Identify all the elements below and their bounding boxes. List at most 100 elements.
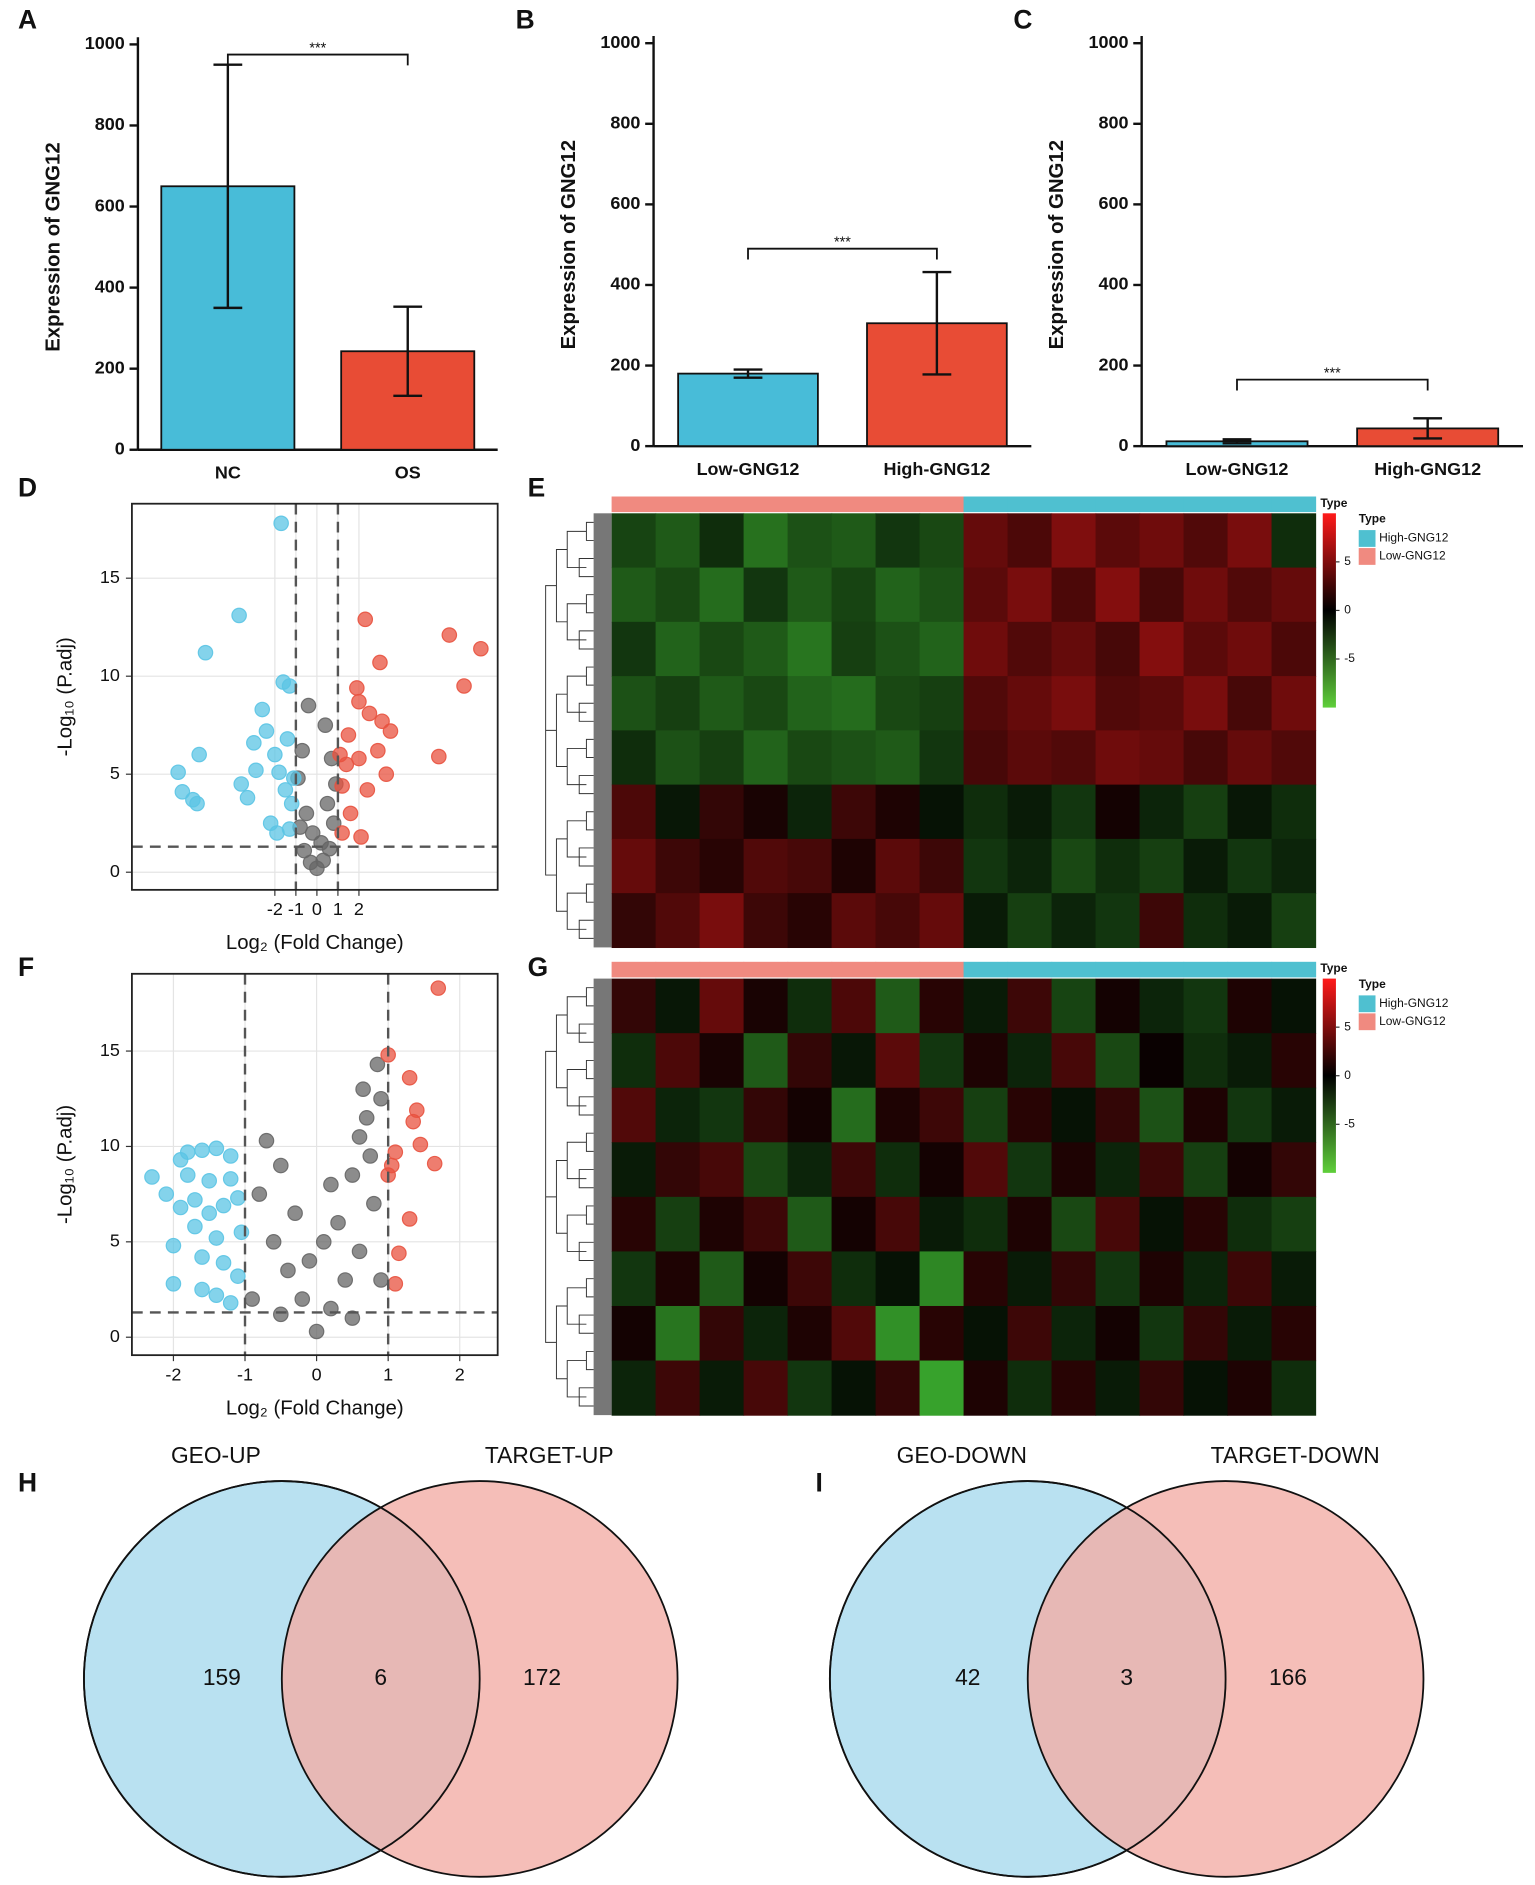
point	[405, 1113, 422, 1130]
heatmap-cell	[875, 513, 921, 569]
annotation-cell	[875, 496, 921, 513]
heatmap-cell	[831, 567, 877, 623]
heatmap-cell	[1227, 1142, 1273, 1198]
heatmap-cell	[1139, 838, 1185, 894]
y-tick-label: 0	[110, 861, 120, 881]
heatmap-cell	[611, 1142, 657, 1198]
annotation-cell	[1051, 961, 1097, 978]
y-tick-label: 5	[110, 763, 120, 783]
point	[230, 1268, 246, 1284]
heatmap-cell	[1007, 1033, 1053, 1089]
heatmap-cell	[699, 1305, 745, 1362]
point	[251, 1186, 268, 1202]
heatmap-cell	[787, 978, 833, 1034]
heatmap-cell	[1007, 893, 1053, 949]
heatmap-cell	[919, 1087, 965, 1143]
heatmap-cell	[1051, 838, 1097, 894]
plot-frame	[131, 502, 499, 891]
point	[401, 1211, 418, 1227]
heatmap-cell	[655, 676, 701, 731]
heatmap-cell	[1271, 730, 1317, 786]
point	[351, 1129, 368, 1145]
heatmap-cell	[1095, 1251, 1141, 1307]
point	[315, 1234, 332, 1250]
heatmap-cell	[831, 1033, 877, 1089]
point	[189, 795, 205, 812]
heatmap-cell	[963, 621, 1009, 677]
heatmap-cell	[1007, 676, 1053, 731]
heatmap-cell	[743, 676, 789, 731]
heatmap-cell	[1183, 838, 1229, 894]
heatmap-cell	[875, 978, 921, 1034]
heatmap-cell	[1139, 567, 1185, 623]
heatmap-cell	[1051, 893, 1097, 949]
heatmap-cell	[1183, 1196, 1229, 1253]
annotation-cell	[611, 961, 657, 978]
panel-letter: A	[18, 5, 37, 35]
heatmap-cell	[1007, 1251, 1053, 1307]
heatmap-cell	[1007, 567, 1053, 623]
heatmap-cell	[919, 1142, 965, 1198]
heatmap-cell	[1007, 1196, 1053, 1253]
heatmap-cell	[1227, 1251, 1273, 1307]
heatmap-cell	[1095, 1360, 1141, 1416]
heatmap-cell	[1007, 513, 1053, 569]
point	[165, 1237, 182, 1254]
heatmap-cell	[787, 513, 833, 569]
point	[342, 805, 359, 822]
heatmap-cell	[963, 1251, 1009, 1307]
heatmap-cell	[1095, 730, 1141, 786]
point	[387, 1144, 404, 1160]
point	[285, 770, 302, 786]
heatmap-cell	[831, 1142, 877, 1198]
point	[215, 1197, 232, 1214]
point	[279, 731, 296, 747]
heatmap-cell	[1227, 676, 1273, 731]
heatmap-cell	[1139, 513, 1185, 569]
heatmap-cell	[699, 1360, 745, 1416]
heatmap-cell	[611, 730, 657, 786]
heatmap-cell	[919, 567, 965, 623]
y-tick-label: 10	[100, 665, 120, 685]
heatmap-cell	[1051, 1142, 1097, 1198]
point	[330, 1214, 346, 1231]
heatmap-cell	[963, 676, 1009, 731]
point	[332, 746, 348, 763]
annotation-cell	[919, 961, 965, 978]
point	[373, 1272, 389, 1288]
annotation-cell	[1271, 496, 1317, 513]
point	[222, 1295, 239, 1311]
y-tick-label: 400	[1098, 274, 1128, 294]
dendrogram	[545, 987, 594, 1407]
heatmap-cell	[875, 1360, 921, 1416]
heatmap-cell	[743, 730, 789, 786]
y-tick-label: 400	[95, 276, 125, 296]
heatmap-cell	[1271, 1087, 1317, 1143]
heatmap-cell	[1183, 1360, 1229, 1416]
heatmap-cell	[831, 621, 877, 677]
heatmap-cell	[611, 513, 657, 569]
point	[351, 750, 367, 767]
heatmap-cell	[919, 1360, 965, 1416]
point	[337, 1272, 354, 1288]
point	[281, 821, 298, 837]
heatmap-cell	[1139, 621, 1185, 677]
heatmap-cell	[875, 567, 921, 623]
point	[248, 762, 264, 779]
point	[271, 764, 287, 781]
heatmap-cell	[655, 621, 701, 677]
bar	[677, 372, 819, 448]
heatmap-cell	[699, 1196, 745, 1253]
heatmap-cell	[743, 1196, 789, 1253]
heatmap-cell	[875, 838, 921, 894]
heatmap-cell	[655, 1033, 701, 1089]
heatmap-cell	[743, 1142, 789, 1198]
point	[431, 748, 447, 765]
legend-title: Type	[1359, 977, 1386, 991]
annotation-cell	[963, 496, 1009, 513]
heatmap-cell	[743, 784, 789, 840]
venn-count: 166	[1269, 1664, 1307, 1690]
heatmap-cell	[699, 730, 745, 786]
heatmap-cell	[743, 1251, 789, 1307]
point	[401, 1069, 418, 1086]
